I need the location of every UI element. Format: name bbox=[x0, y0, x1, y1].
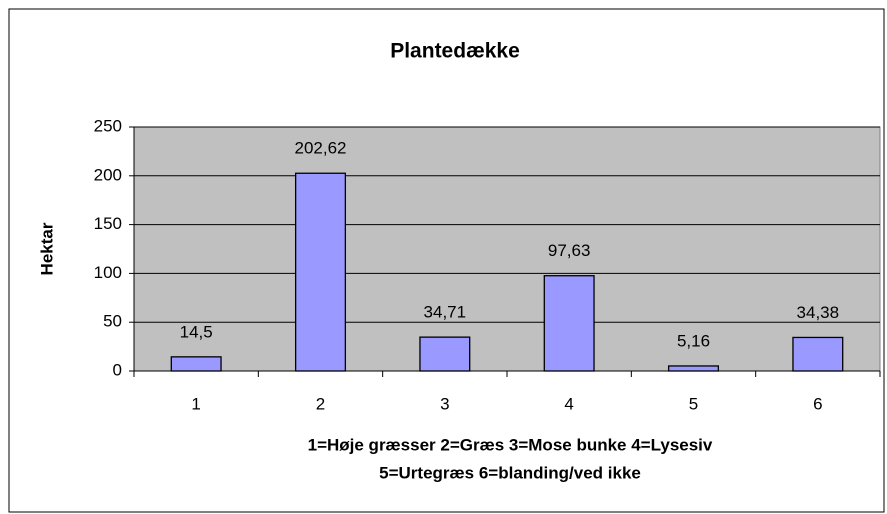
bar bbox=[419, 336, 471, 372]
y-tick-label: 200 bbox=[94, 165, 122, 184]
data-label: 14,5 bbox=[180, 322, 213, 341]
data-label: 34,38 bbox=[797, 303, 840, 322]
x-tick-label: 4 bbox=[564, 394, 573, 413]
y-tick-label: 100 bbox=[94, 263, 122, 282]
data-label: 34,71 bbox=[424, 303, 467, 322]
x-tick-label: 3 bbox=[440, 394, 449, 413]
bar bbox=[170, 356, 222, 372]
x-tick-label: 1 bbox=[191, 394, 200, 413]
plot-area bbox=[133, 126, 881, 372]
data-label: 5,16 bbox=[677, 331, 710, 350]
data-label: 202,62 bbox=[295, 139, 347, 158]
bar bbox=[294, 172, 347, 372]
y-axis-label: Hektar bbox=[37, 222, 56, 275]
x-tick-label: 5 bbox=[689, 394, 698, 413]
x-tick-label: 6 bbox=[813, 394, 822, 413]
y-tick-label: 250 bbox=[94, 116, 122, 135]
x-axis-label: 5=Urtegræs 6=blanding/ved ikke bbox=[379, 463, 641, 482]
x-tick-label: 2 bbox=[316, 394, 325, 413]
y-tick-label: 0 bbox=[113, 360, 122, 379]
bar bbox=[667, 365, 720, 372]
data-label: 97,63 bbox=[548, 241, 591, 260]
y-tick-label: 150 bbox=[94, 214, 122, 233]
chart-title: Plantedække bbox=[390, 40, 520, 63]
bar bbox=[792, 336, 844, 372]
y-tick-label: 50 bbox=[103, 312, 122, 331]
x-axis-label: 1=Høje græsser 2=Græs 3=Mose bunke 4=Lys… bbox=[308, 435, 713, 454]
bar bbox=[543, 275, 595, 372]
